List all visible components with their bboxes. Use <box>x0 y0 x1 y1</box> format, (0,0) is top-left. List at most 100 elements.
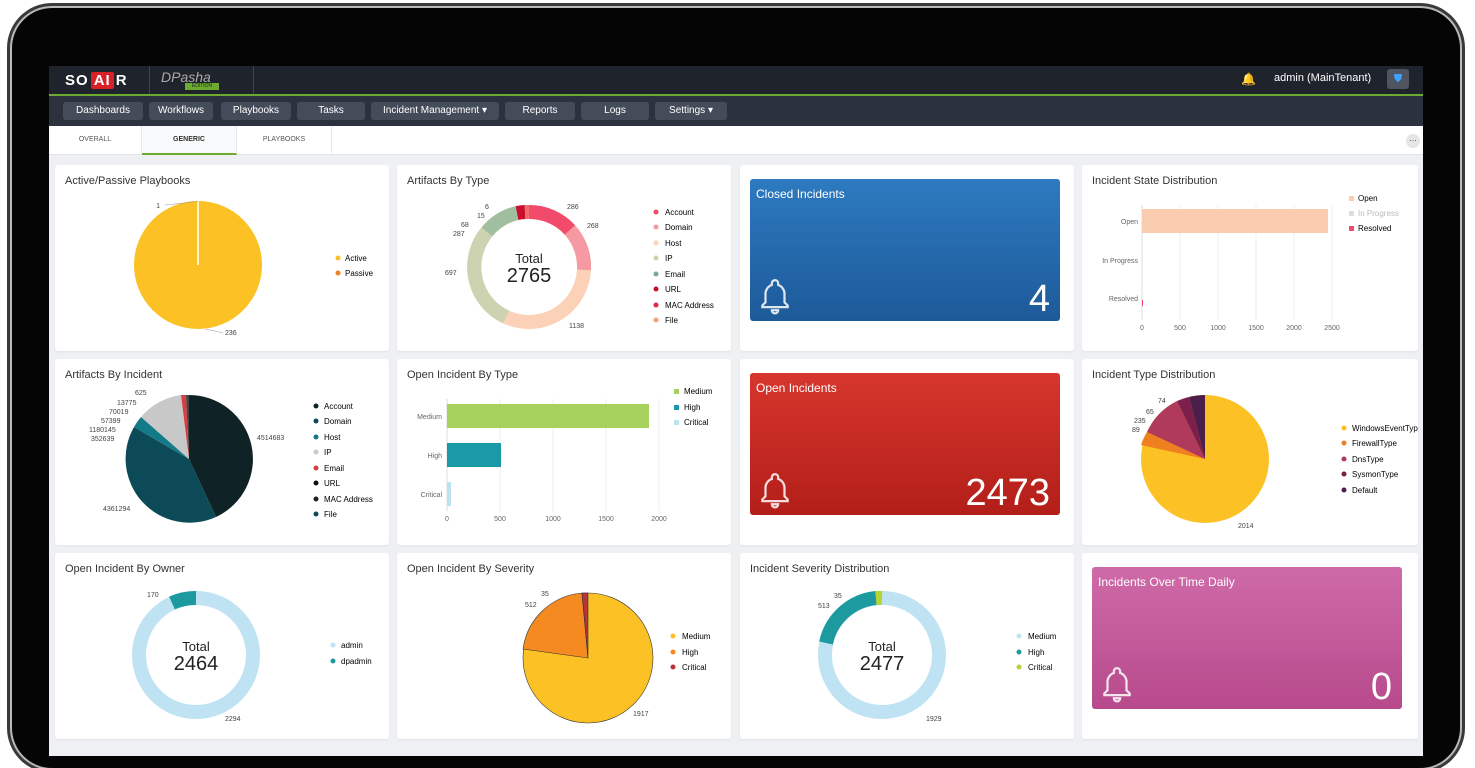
data-label: 512 <box>525 602 537 609</box>
legend-marker <box>1017 665 1022 670</box>
legend-admin[interactable]: admin <box>341 641 363 650</box>
donut-slice-account[interactable] <box>529 212 570 230</box>
nav-dashboards[interactable]: Dashboards <box>63 102 143 120</box>
donut-slice-url[interactable] <box>517 212 525 213</box>
legend-dnstype[interactable]: DnsType <box>1352 455 1384 464</box>
legend-email[interactable]: Email <box>324 464 344 473</box>
legend-file[interactable]: File <box>324 510 337 519</box>
bar-medium[interactable] <box>447 404 649 428</box>
legend-high[interactable]: High <box>684 403 700 412</box>
tick-label: 2000 <box>1286 325 1302 332</box>
widget-open-incident-by-type: Open Incident By Type Medium High Critic… <box>397 359 731 545</box>
nav-logs[interactable]: Logs <box>581 102 649 120</box>
donut-total-label: Total <box>868 639 896 654</box>
bar-resolved[interactable] <box>1142 300 1143 306</box>
legend-high[interactable]: High <box>1028 648 1044 657</box>
more-options-icon[interactable]: … <box>1406 134 1420 148</box>
legend-marker <box>336 256 341 261</box>
nav-workflows[interactable]: Workflows <box>149 102 213 120</box>
data-label-passive: 1 <box>156 203 160 210</box>
nav-tasks[interactable]: Tasks <box>297 102 365 120</box>
open-incidents-tile[interactable]: Open Incidents 2473 <box>750 373 1060 515</box>
legend-dpadmin[interactable]: dpadmin <box>341 657 372 666</box>
nav-incident-management[interactable]: Incident Management ▾ <box>371 102 499 120</box>
legend-high[interactable]: High <box>682 648 698 657</box>
legend-file[interactable]: File <box>665 316 678 325</box>
bar-open[interactable] <box>1142 209 1328 233</box>
data-label: 4361294 <box>103 506 130 513</box>
bell-icon <box>1098 665 1136 703</box>
closed-incidents-tile[interactable]: Closed Incidents 4 <box>750 179 1060 321</box>
legend-in-progress[interactable]: In Progress <box>1358 209 1399 218</box>
bar-high[interactable] <box>447 443 501 467</box>
legend-host[interactable]: Host <box>324 433 341 442</box>
legend-default[interactable]: Default <box>1352 486 1378 495</box>
tab-playbooks[interactable]: PLAYBOOKS <box>237 126 332 153</box>
legend-account[interactable]: Account <box>324 402 354 411</box>
open-by-owner-donut: Total 2464 2294 170 admin dpadmin <box>55 553 389 739</box>
legend-critical[interactable]: Critical <box>682 663 707 672</box>
legend-email[interactable]: Email <box>665 270 685 279</box>
legend-medium[interactable]: Medium <box>682 632 711 641</box>
legend-critical[interactable]: Critical <box>1028 663 1053 672</box>
legend-ip[interactable]: IP <box>665 254 673 263</box>
legend-marker <box>674 389 679 394</box>
legend-critical[interactable]: Critical <box>684 418 709 427</box>
active-passive-pie: 1 236 Active Passive <box>55 165 389 351</box>
tick-label: 0 <box>1140 325 1144 332</box>
main-nav: Dashboards Workflows Playbooks Tasks Inc… <box>49 96 1423 126</box>
legend-domain[interactable]: Domain <box>324 417 352 426</box>
legend-domain[interactable]: Domain <box>665 223 693 232</box>
widget-artifacts-by-incident: Artifacts By Incident 4514683 4361294 62… <box>55 359 389 545</box>
nav-settings[interactable]: Settings ▾ <box>655 102 727 120</box>
legend-sysmontype[interactable]: SysmonType <box>1352 470 1399 479</box>
legend-url[interactable]: URL <box>665 285 682 294</box>
donut-slice-email[interactable] <box>487 213 517 232</box>
legend-marker <box>1349 226 1354 231</box>
incident-state-bar-chart: Open In Progress Resolved 0 500 1000 150… <box>1082 165 1418 351</box>
bar-critical[interactable] <box>447 482 451 506</box>
incidents-over-time-tile[interactable]: Incidents Over Time Daily 0 <box>1092 567 1402 709</box>
tick-label: 500 <box>494 516 506 523</box>
widget-open-incident-by-owner: Open Incident By Owner Total 2464 2294 1… <box>55 553 389 739</box>
data-label: 1917 <box>633 711 649 718</box>
legend-account[interactable]: Account <box>665 208 695 217</box>
widget-artifacts-by-type: Artifacts By Type Total 2765 286 268 113… <box>397 165 731 351</box>
donut-slice-ip[interactable] <box>474 232 506 317</box>
donut-slice-dpadmin[interactable] <box>172 598 196 603</box>
legend-resolved[interactable]: Resolved <box>1358 224 1391 233</box>
legend-medium[interactable]: Medium <box>1028 632 1057 641</box>
donut-slice-high[interactable] <box>826 598 876 643</box>
legend-passive[interactable]: Passive <box>345 269 374 278</box>
legend-medium[interactable]: Medium <box>684 387 713 396</box>
widget-incident-type-distribution: Incident Type Distribution 2014 89 235 6… <box>1082 359 1418 545</box>
leader-line <box>205 329 223 333</box>
tab-generic[interactable]: GENERIC <box>142 126 237 155</box>
nav-reports[interactable]: Reports <box>505 102 575 120</box>
legend-marker <box>1349 196 1354 201</box>
notification-bell-icon[interactable]: 🔔 <box>1241 72 1256 86</box>
legend-marker <box>671 665 676 670</box>
shield-icon[interactable]: ⛊ <box>1387 69 1409 89</box>
legend-ip[interactable]: IP <box>324 448 332 457</box>
legend-firewalltype[interactable]: FirewallType <box>1352 439 1397 448</box>
category-label: High <box>428 453 443 460</box>
tab-overall[interactable]: OVERALL <box>49 126 142 153</box>
legend-open[interactable]: Open <box>1358 194 1378 203</box>
data-label: 74 <box>1158 398 1166 405</box>
legend-mac-address[interactable]: MAC Address <box>324 495 373 504</box>
legend-mac-address[interactable]: MAC Address <box>665 301 714 310</box>
nav-playbooks[interactable]: Playbooks <box>221 102 291 120</box>
legend-url[interactable]: URL <box>324 479 341 488</box>
data-label: 625 <box>135 390 147 397</box>
donut-total-value: 2477 <box>860 653 905 675</box>
tick-label: 1000 <box>1210 325 1226 332</box>
legend-windowseventtype[interactable]: WindowsEventType <box>1352 424 1418 433</box>
data-label: 287 <box>453 231 465 238</box>
legend-active[interactable]: Active <box>345 254 367 263</box>
tick-label: 2000 <box>651 516 667 523</box>
legend-host[interactable]: Host <box>665 239 682 248</box>
user-menu[interactable]: admin (MainTenant) <box>1274 72 1371 84</box>
tile-title: Incidents Over Time Daily <box>1098 575 1235 589</box>
